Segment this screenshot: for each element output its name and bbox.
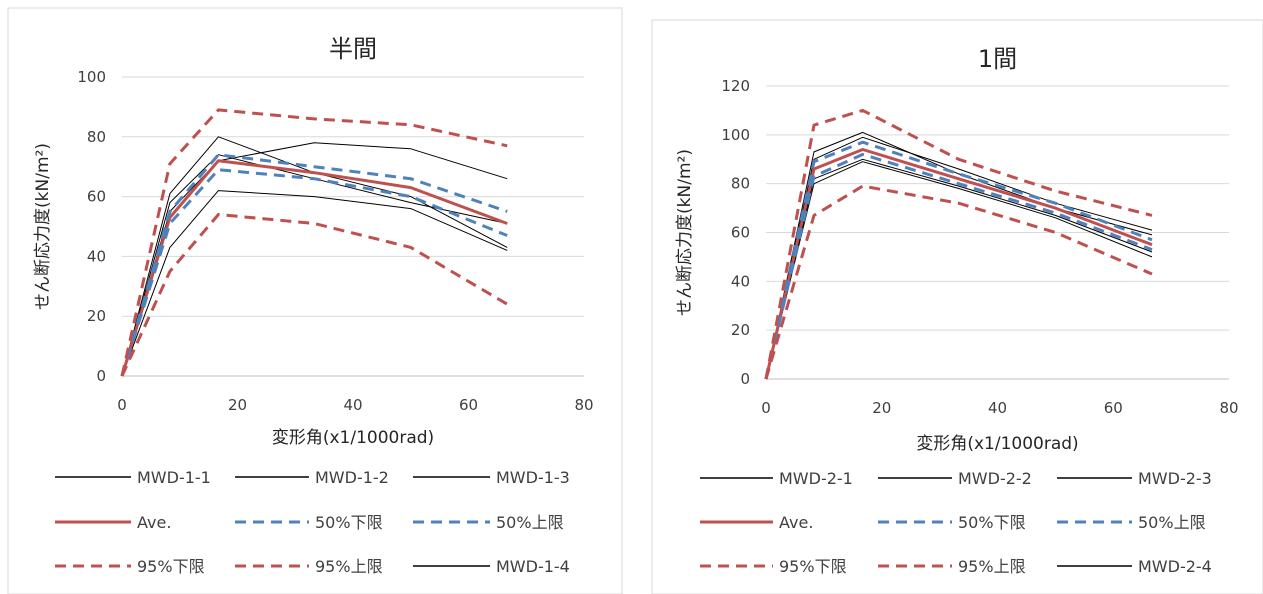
series-line-50%下限 <box>764 152 1153 380</box>
legend-label: 95%上限 <box>958 557 1026 576</box>
x-tick-label: 40 <box>343 396 362 414</box>
x-axis-title: 変形角(x1/1000rad) <box>916 434 1078 454</box>
legend-label: MWD-1-2 <box>315 468 389 487</box>
legend-label: Ave. <box>779 513 813 532</box>
legend-label: 95%下限 <box>779 557 847 576</box>
y-axis-title: せん断応力度(kN/m²) <box>675 149 695 316</box>
legend-label: MWD-1-4 <box>496 557 570 576</box>
series-line-Ave. <box>120 159 508 377</box>
x-tick-label: 20 <box>228 396 247 414</box>
legend-label: MWD-2-4 <box>1138 557 1212 576</box>
series-line-50%上限 <box>764 140 1153 380</box>
legend-label: 95%下限 <box>137 557 205 576</box>
y-axis-title: せん断応力度(kN/m²) <box>33 143 53 310</box>
x-tick-label: 60 <box>459 396 478 414</box>
series-line-95%下限 <box>764 184 1153 380</box>
y-tick-label: 100 <box>77 68 106 86</box>
y-tick-label: 0 <box>96 367 106 385</box>
series-line-50%下限 <box>120 168 508 377</box>
x-axis-title: 変形角(x1/1000rad) <box>272 428 434 448</box>
legend-label: MWD-2-2 <box>958 469 1032 488</box>
x-tick-label: 80 <box>1219 399 1238 417</box>
series-line-MWD-1-1 <box>121 136 508 377</box>
y-tick-label: 100 <box>721 126 750 144</box>
series-line-95%上限 <box>120 108 508 377</box>
legend-label: 50%下限 <box>315 513 383 532</box>
x-tick-label: 0 <box>117 396 127 414</box>
y-tick-label: 80 <box>731 175 750 193</box>
series-line-Ave. <box>764 148 1153 380</box>
x-tick-label: 60 <box>1104 399 1123 417</box>
y-tick-label: 60 <box>731 224 750 242</box>
legend-label: MWD-2-3 <box>1138 469 1212 488</box>
y-tick-label: 0 <box>740 370 750 388</box>
legend-label: MWD-1-3 <box>496 468 570 487</box>
y-tick-label: 80 <box>87 128 106 146</box>
legend-label: 50%上限 <box>1138 513 1206 532</box>
series-line-95%上限 <box>764 108 1153 380</box>
legend-label: MWD-2-1 <box>779 469 853 488</box>
chart-title: 半間 <box>329 35 377 63</box>
x-tick-label: 80 <box>574 396 593 414</box>
series-line-95%下限 <box>120 213 508 377</box>
chart-area <box>7 7 623 594</box>
legend-label: Ave. <box>137 513 171 532</box>
x-tick-label: 0 <box>761 399 771 417</box>
x-tick-label: 20 <box>872 399 891 417</box>
series-line-MWD-1-3 <box>121 190 508 377</box>
y-tick-label: 120 <box>721 77 750 95</box>
chart-title: 1間 <box>978 45 1017 73</box>
series-line-50%上限 <box>120 153 508 377</box>
legend-label: MWD-1-1 <box>137 468 211 487</box>
legend-label: 50%上限 <box>496 513 564 532</box>
y-tick-label: 20 <box>731 321 750 339</box>
legend-label: 95%上限 <box>315 557 383 576</box>
y-tick-label: 20 <box>87 307 106 325</box>
legend-label: 50%下限 <box>958 513 1026 532</box>
x-tick-label: 40 <box>988 399 1007 417</box>
y-tick-label: 40 <box>731 272 750 290</box>
y-tick-label: 40 <box>87 247 106 265</box>
chart-area <box>651 19 1263 594</box>
chart-one-bay: 0 20 40 60 80 100 120 0 20 40 60 80 1間変形角(x1/1000rad… <box>651 19 1263 594</box>
y-tick-label: 60 <box>87 188 106 206</box>
